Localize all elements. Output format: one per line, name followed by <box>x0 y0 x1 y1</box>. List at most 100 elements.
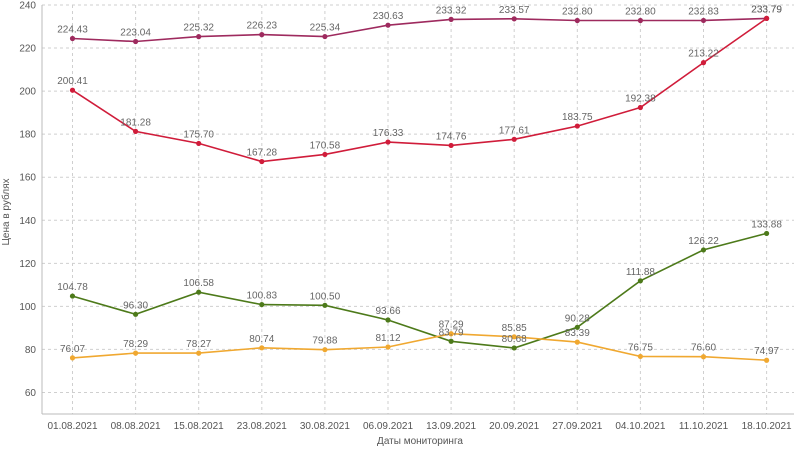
x-tick-label: 11.10.2021 <box>679 421 729 432</box>
data-point <box>69 35 76 42</box>
data-label: 183.75 <box>562 112 593 123</box>
data-point <box>196 34 202 40</box>
data-point <box>637 353 644 360</box>
data-label: 80.68 <box>502 334 527 345</box>
data-point <box>69 87 76 93</box>
x-tick-label: 23.08.2021 <box>237 421 287 432</box>
data-label: 81.12 <box>375 333 400 344</box>
series-line-4 <box>72 332 767 361</box>
data-point <box>574 123 580 129</box>
data-point <box>322 302 328 308</box>
y-tick-label: 120 <box>19 259 36 270</box>
data-point <box>764 357 770 363</box>
data-label: 213.22 <box>688 49 719 60</box>
data-label: 225.32 <box>183 23 214 34</box>
data-label: 232.80 <box>625 6 656 17</box>
data-point <box>574 17 580 24</box>
data-point <box>322 33 328 40</box>
data-label: 224.43 <box>57 25 88 36</box>
data-point <box>637 104 644 111</box>
y-tick-label: 100 <box>19 302 36 313</box>
data-label: 167.28 <box>247 148 278 159</box>
data-point <box>700 247 707 253</box>
x-tick-label: 27.09.2021 <box>552 421 602 432</box>
x-axis-title: Даты мониторинга <box>377 436 463 447</box>
data-label: 93.66 <box>375 306 400 317</box>
data-label: 96.30 <box>123 300 148 311</box>
x-tick-label: 08.08.2021 <box>111 421 161 432</box>
data-point <box>511 136 517 142</box>
data-label: 78.29 <box>123 339 148 350</box>
data-point <box>448 142 454 149</box>
data-label: 83.79 <box>439 327 464 338</box>
x-tick-label: 13.09.2021 <box>426 421 476 432</box>
x-tick-label: 18.10.2021 <box>742 421 792 432</box>
data-point <box>764 15 770 21</box>
data-point <box>385 317 391 323</box>
y-tick-label: 220 <box>19 44 36 55</box>
data-label: 106.58 <box>183 278 214 289</box>
data-point <box>574 339 580 345</box>
data-point <box>259 158 265 165</box>
y-tick-label: 180 <box>19 130 36 141</box>
data-label: 200.41 <box>57 76 88 87</box>
series-line-1 <box>72 17 767 43</box>
data-point <box>448 16 454 22</box>
data-label: 78.27 <box>186 339 211 350</box>
data-label: 80.74 <box>249 334 274 345</box>
data-point <box>385 344 391 350</box>
y-tick-label: 160 <box>19 173 36 184</box>
data-point <box>764 230 770 237</box>
data-label: 79.88 <box>312 336 337 347</box>
x-tick-label: 15.08.2021 <box>174 421 224 432</box>
data-point <box>259 345 265 351</box>
data-point <box>196 140 202 147</box>
data-point <box>322 347 328 353</box>
data-point <box>637 278 644 284</box>
data-label: 76.75 <box>628 342 653 353</box>
data-label: 85.85 <box>502 323 527 334</box>
data-point <box>511 16 517 22</box>
data-label: 133.88 <box>751 219 782 230</box>
data-label: 233.79 <box>751 4 782 15</box>
data-label: 225.34 <box>310 23 341 34</box>
x-tick-label: 30.08.2021 <box>300 421 350 432</box>
data-point <box>385 139 391 145</box>
data-label: 233.57 <box>499 5 530 16</box>
data-point <box>637 17 644 24</box>
data-label: 100.50 <box>310 291 341 302</box>
data-point <box>259 32 265 38</box>
data-point <box>511 334 517 340</box>
data-point <box>133 128 139 135</box>
data-labels: 224.43 223.04 225.32 226.23 225.34 230.63 233.… <box>57 4 782 357</box>
data-label: 83.39 <box>565 328 590 339</box>
data-label: 230.63 <box>373 11 404 22</box>
axes: 60 80 100 120 140 160 180 200 220 240 01.08.2021 08… <box>19 1 794 432</box>
data-label: 76.07 <box>60 344 85 355</box>
y-tick-label: 200 <box>19 87 36 98</box>
data-label: 223.04 <box>120 28 151 39</box>
data-point <box>259 301 265 308</box>
data-label: 76.60 <box>691 343 716 354</box>
data-label: 74.97 <box>754 346 779 357</box>
data-label: 181.28 <box>120 117 151 128</box>
data-label: 232.80 <box>562 6 593 17</box>
data-label: 233.79 <box>751 4 782 15</box>
data-point <box>448 331 454 337</box>
data-point <box>322 151 328 158</box>
grid <box>42 4 794 414</box>
data-point <box>133 311 139 317</box>
data-label: 90.28 <box>565 313 590 324</box>
x-tick-label: 06.09.2021 <box>363 421 413 432</box>
y-tick-label: 140 <box>19 216 36 227</box>
series-group <box>69 15 770 363</box>
data-label: 233.32 <box>436 5 467 16</box>
data-label: 174.76 <box>436 131 467 142</box>
data-point <box>511 345 517 351</box>
data-label: 232.83 <box>688 6 719 17</box>
series-line-2 <box>72 17 768 163</box>
data-label: 226.23 <box>247 21 278 32</box>
data-label: 177.61 <box>499 125 530 136</box>
